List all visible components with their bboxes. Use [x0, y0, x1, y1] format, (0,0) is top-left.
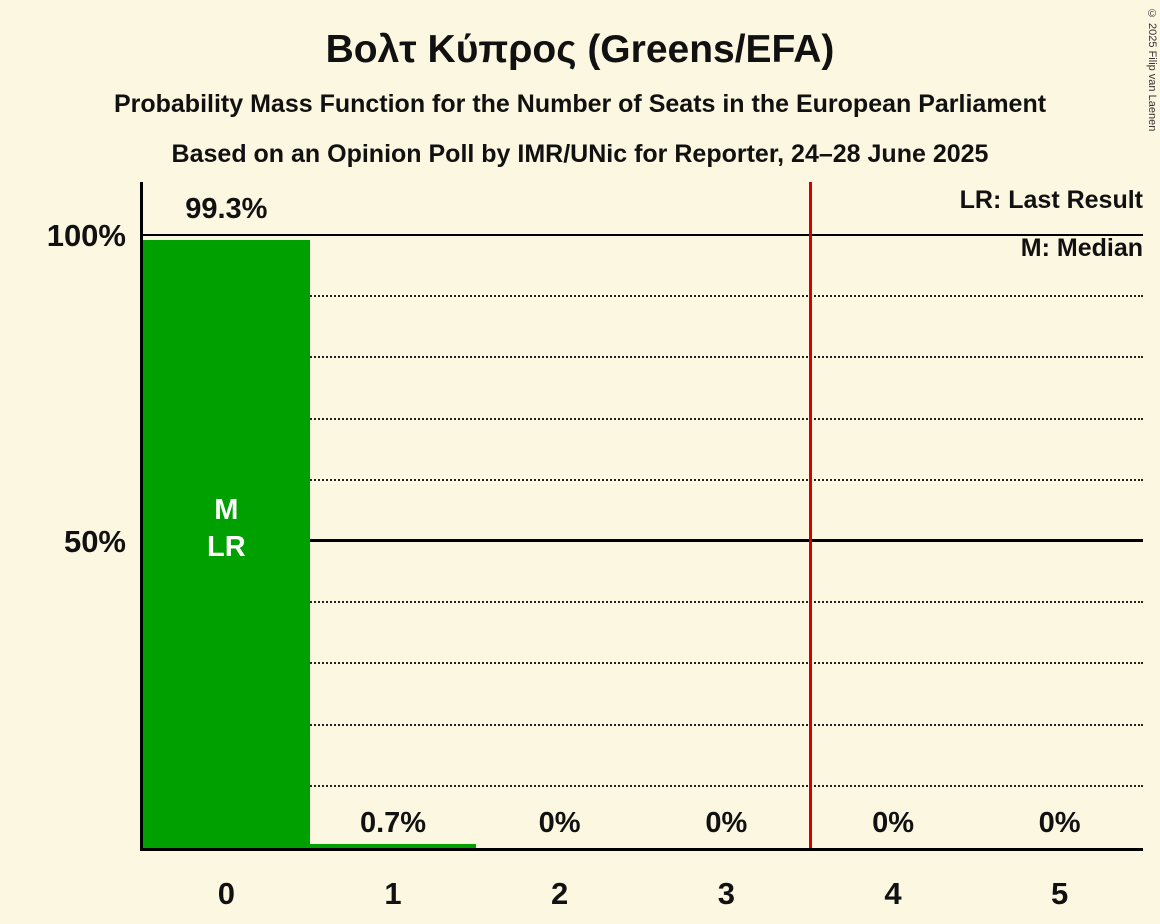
x-axis-label-4: 4 [884, 876, 902, 911]
gridline-70 [143, 418, 1143, 420]
value-label-4: 0% [872, 807, 914, 839]
gridline-50 [143, 539, 1143, 542]
value-label-2: 0% [538, 807, 581, 839]
gridline-90 [143, 295, 1143, 297]
gridline-30 [143, 662, 1143, 664]
x-axis-label-5: 5 [1051, 876, 1069, 911]
value-label-0: 99.3% [185, 193, 268, 225]
legend-median: M: Median [1020, 234, 1143, 262]
copyright-notice: © 2025 Filip van Laenen [1146, 8, 1158, 132]
gridline-40 [143, 601, 1143, 603]
gridline-80 [143, 356, 1143, 358]
median-last-result-annotation: M LR [143, 492, 310, 566]
x-axis-label-3: 3 [717, 876, 735, 911]
gridline-10 [143, 785, 1143, 787]
value-label-1: 0.7% [359, 807, 427, 839]
x-axis-label-1: 1 [384, 876, 402, 911]
value-label-3: 0% [705, 807, 748, 839]
legend-last-result: LR: Last Result [959, 186, 1143, 214]
last-result-marker: LR [207, 531, 246, 563]
y-axis-tick-100: 100% [46, 218, 126, 253]
gridline-20 [143, 724, 1143, 726]
x-axis-label-0: 0 [217, 876, 235, 911]
chart-subtitle: Probability Mass Function for the Number… [113, 90, 1047, 118]
chart-title: Βολτ Κύπρος (Greens/EFA) [325, 28, 835, 71]
bar-seats-1 [309, 843, 477, 848]
majority-threshold-line [809, 182, 812, 848]
plot-area: M LR 99.3% 0.7% 0% 0% 0% 0% 0 1 2 3 4 5 … [140, 182, 1143, 911]
x-axis-label-2: 2 [551, 876, 569, 911]
gridline-60 [143, 479, 1143, 481]
y-axis-tick-50: 50% [63, 524, 126, 559]
poll-info: Based on an Opinion Poll by IMR/UNic for… [171, 140, 989, 168]
gridline-100 [143, 234, 1143, 236]
bar-seats-0 [143, 240, 310, 848]
median-marker: M [214, 494, 239, 526]
value-label-5: 0% [1038, 807, 1081, 839]
